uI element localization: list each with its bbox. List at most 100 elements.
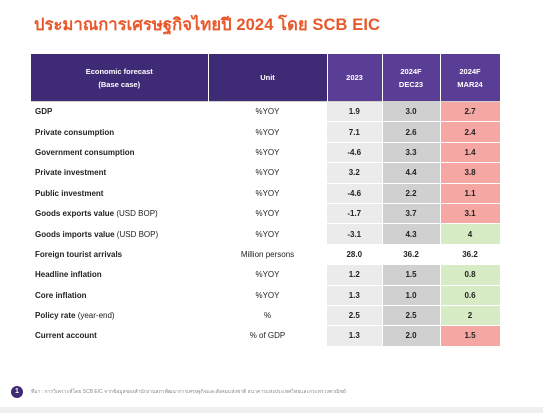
- row-value-2024f-dec23: 2.0: [382, 325, 441, 347]
- table-row: Current account % of GDP 1.3 2.0 1.5: [31, 325, 501, 347]
- header-unit: Unit: [208, 54, 328, 102]
- row-unit: %: [208, 305, 327, 327]
- row-unit: %YOY: [208, 285, 327, 306]
- table-header-row: Economic forecast (Base case) Unit 2023 …: [31, 54, 501, 102]
- row-indicator-label: Core inflation: [35, 290, 87, 300]
- row-unit: %YOY: [208, 183, 327, 204]
- row-value-2024f-mar24: 1.4: [440, 142, 501, 164]
- row-value-2024f-dec23: 3.7: [382, 203, 441, 225]
- row-value-2023: -4.6: [327, 183, 383, 204]
- row-indicator-note: (year-end): [75, 311, 115, 321]
- table-row: Foreign tourist arrivals Million persons 2…: [31, 244, 501, 266]
- footer-band: [0, 407, 543, 413]
- row-unit: %YOY: [208, 264, 327, 286]
- row-unit: %YOY: [208, 162, 327, 184]
- row-value-2024f-dec23: 1.5: [382, 264, 441, 286]
- row-indicator: Core inflation: [31, 285, 208, 306]
- row-value-2024f-dec23: 36.2: [382, 244, 441, 266]
- row-indicator-label: Government consumption: [35, 147, 135, 157]
- row-indicator: GDP: [31, 100, 208, 123]
- source-note: ที่มา : การวิเคราะห์โดย SCB EIC จากข้อมู…: [31, 389, 346, 395]
- row-indicator: Private consumption: [31, 121, 208, 143]
- row-value-2024f-mar24: 1.1: [440, 183, 501, 204]
- row-value-2023: 2.5: [327, 305, 383, 327]
- header-2024f-mar24: 2024F MAR24: [440, 54, 501, 102]
- row-indicator: Foreign tourist arrivals: [31, 244, 208, 266]
- row-indicator-label: GDP: [35, 107, 53, 117]
- row-value-2023: -1.7: [327, 203, 383, 225]
- row-unit: Million persons: [208, 244, 327, 266]
- row-indicator: Goods imports value (USD BOP): [31, 223, 208, 245]
- row-value-2023: 1.9: [327, 100, 383, 123]
- header-dec-vintage: DEC23: [398, 79, 424, 89]
- row-value-2023: 28.0: [327, 244, 383, 266]
- row-value-2023: 7.1: [327, 121, 383, 143]
- row-value-2024f-dec23: 2.2: [382, 183, 441, 204]
- table-row: Public investment %YOY -4.6 2.2 1.1: [31, 183, 501, 204]
- header-2023: 2023: [327, 54, 383, 102]
- row-value-2023: -4.6: [327, 142, 383, 164]
- table-row: Private consumption %YOY 7.1 2.6 2.4: [31, 121, 501, 143]
- page-number-badge: 1: [11, 386, 23, 398]
- row-value-2024f-mar24: 36.2: [440, 244, 501, 266]
- row-indicator: Private investment: [31, 162, 208, 184]
- row-value-2024f-mar24: 2: [440, 305, 501, 327]
- table-row: Goods exports value (USD BOP) %YOY -1.7 3.7…: [31, 203, 501, 225]
- forecast-table: Economic forecast (Base case) Unit 2023 …: [31, 54, 501, 347]
- row-indicator-label: Policy rate: [35, 311, 76, 321]
- row-value-2023: 1.2: [327, 264, 383, 286]
- row-indicator: Headline inflation: [31, 264, 208, 286]
- row-indicator-label: Private investment: [35, 168, 107, 178]
- row-unit: %YOY: [208, 223, 327, 245]
- table-row: Goods imports value (USD BOP) %YOY -3.1 4.3…: [31, 223, 501, 245]
- row-value-2023: 3.2: [327, 162, 383, 184]
- row-value-2024f-mar24: 0.8: [440, 264, 501, 286]
- row-indicator: Policy rate (year-end): [31, 305, 208, 327]
- table-row: GDP %YOY 1.9 3.0 2.7: [31, 100, 501, 123]
- row-indicator-note: (USD BOP): [114, 229, 159, 239]
- row-unit: % of GDP: [208, 325, 327, 347]
- row-value-2024f-mar24: 0.6: [440, 285, 501, 306]
- row-indicator-label: Headline inflation: [35, 270, 102, 280]
- row-unit: %YOY: [208, 100, 327, 123]
- row-indicator-label: Private consumption: [35, 127, 115, 137]
- row-unit: %YOY: [208, 203, 327, 225]
- table-row: Government consumption %YOY -4.6 3.3 1.4: [31, 142, 501, 164]
- table-row: Headline inflation %YOY 1.2 1.5 0.8: [31, 264, 501, 286]
- header-dec-year: 2024F: [400, 66, 422, 76]
- header-mar-year: 2024F: [459, 66, 481, 76]
- row-value-2024f-dec23: 2.6: [382, 121, 441, 143]
- row-value-2024f-dec23: 3.3: [382, 142, 441, 164]
- header-indicator: Economic forecast (Base case): [31, 54, 209, 102]
- row-value-2024f-mar24: 4: [440, 223, 501, 245]
- row-unit: %YOY: [208, 121, 327, 143]
- table-row: Private investment %YOY 3.2 4.4 3.8: [31, 162, 501, 184]
- row-unit: %YOY: [208, 142, 327, 164]
- row-value-2024f-dec23: 4.4: [382, 162, 441, 184]
- row-value-2023: -3.1: [327, 223, 383, 245]
- row-value-2023: 1.3: [327, 325, 383, 347]
- row-indicator-label: Current account: [35, 331, 97, 341]
- row-value-2024f-dec23: 4.3: [382, 223, 441, 245]
- header-indicator-subtitle: (Base case): [98, 79, 141, 89]
- row-indicator: Current account: [31, 325, 208, 347]
- row-value-2024f-mar24: 3.1: [440, 203, 501, 225]
- row-value-2024f-mar24: 2.4: [440, 121, 501, 143]
- row-value-2023: 1.3: [327, 285, 383, 306]
- row-indicator-note: (USD BOP): [114, 209, 158, 219]
- row-indicator-label: Foreign tourist arrivals: [35, 249, 123, 259]
- row-value-2024f-dec23: 2.5: [382, 305, 441, 327]
- row-indicator: Public investment: [31, 183, 208, 204]
- header-2024f-dec23: 2024F DEC23: [382, 54, 441, 102]
- header-mar-vintage: MAR24: [457, 79, 483, 89]
- row-indicator: Government consumption: [31, 142, 208, 164]
- row-indicator-label: Goods imports value: [35, 229, 115, 239]
- table-row: Core inflation %YOY 1.3 1.0 0.6: [31, 285, 501, 306]
- row-value-2024f-mar24: 1.5: [440, 325, 501, 347]
- row-value-2024f-dec23: 3.0: [382, 100, 441, 123]
- row-value-2024f-dec23: 1.0: [382, 285, 441, 306]
- row-indicator-label: Goods exports value: [35, 209, 115, 219]
- row-value-2024f-mar24: 3.8: [440, 162, 501, 184]
- row-value-2024f-mar24: 2.7: [440, 100, 501, 123]
- table-row: Policy rate (year-end)% 2.5 2.5 2: [31, 305, 501, 327]
